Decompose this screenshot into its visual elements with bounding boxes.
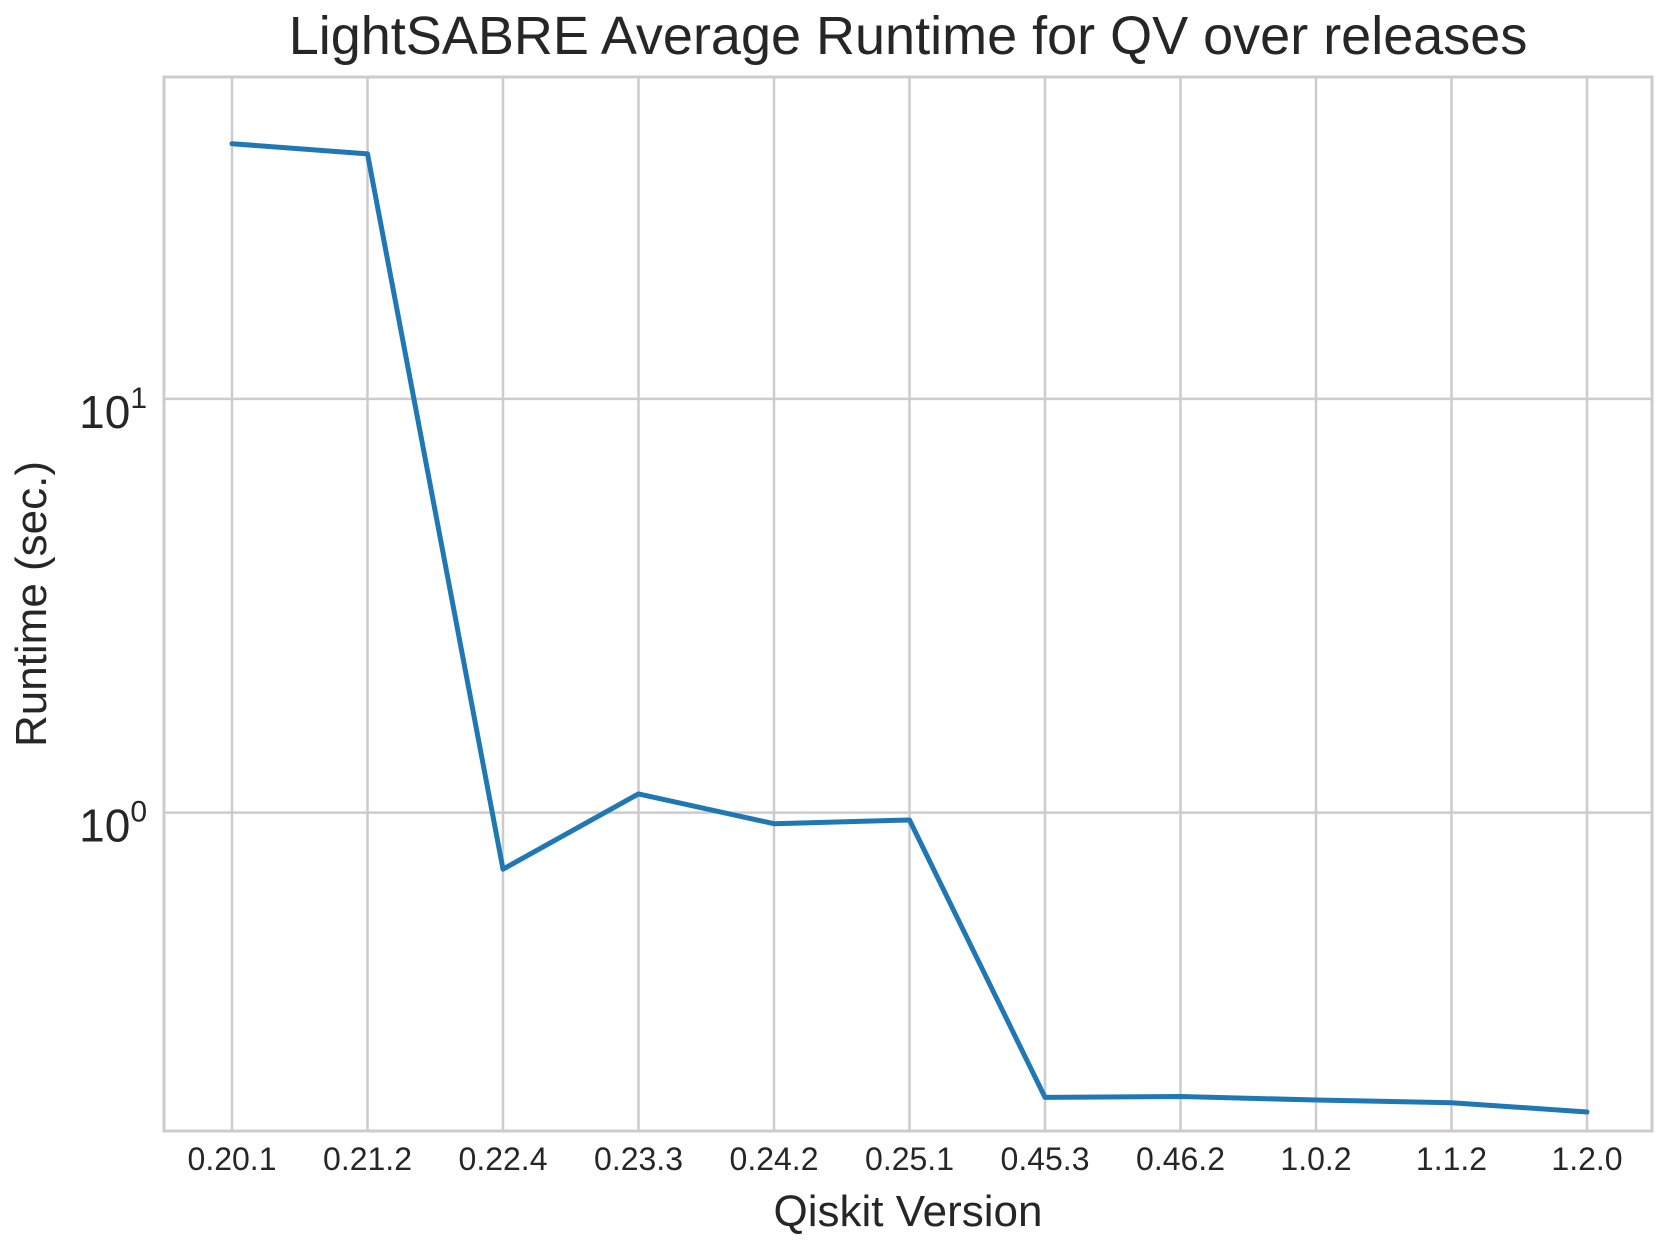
x-tick-label: 0.25.1 <box>865 1141 954 1177</box>
x-axis-label: Qiskit Version <box>774 1187 1043 1236</box>
x-tick-labels: 0.20.1 0.21.2 0.22.4 0.23.3 0.24.2 0.25.1 0.45… <box>188 1141 1623 1177</box>
x-tick-label: 0.46.2 <box>1136 1141 1225 1177</box>
x-tick-label: 0.23.3 <box>594 1141 683 1177</box>
x-tick-label: 0.24.2 <box>730 1141 819 1177</box>
series-layer <box>229 141 1590 1115</box>
x-tick-label: 1.0.2 <box>1280 1141 1351 1177</box>
plot-frame <box>162 75 1654 1133</box>
y-tick-labels: 100 101 <box>79 382 147 852</box>
x-tick-label: 0.45.3 <box>1001 1141 1090 1177</box>
x-tick-label: 1.1.2 <box>1416 1141 1487 1177</box>
grid <box>164 77 1652 1131</box>
x-tick-label: 1.2.0 <box>1551 1141 1622 1177</box>
y-tick-label: 100 <box>79 796 147 852</box>
runtime-series-line <box>229 141 1590 1115</box>
x-tick-label: 0.21.2 <box>323 1141 412 1177</box>
y-tick-label: 101 <box>79 382 147 438</box>
x-tick-label: 0.22.4 <box>459 1141 548 1177</box>
x-tick-label: 0.20.1 <box>188 1141 277 1177</box>
chart-title: LightSABRE Average Runtime for QV over r… <box>289 6 1528 66</box>
y-axis-label: Runtime (sec.) <box>7 461 56 747</box>
